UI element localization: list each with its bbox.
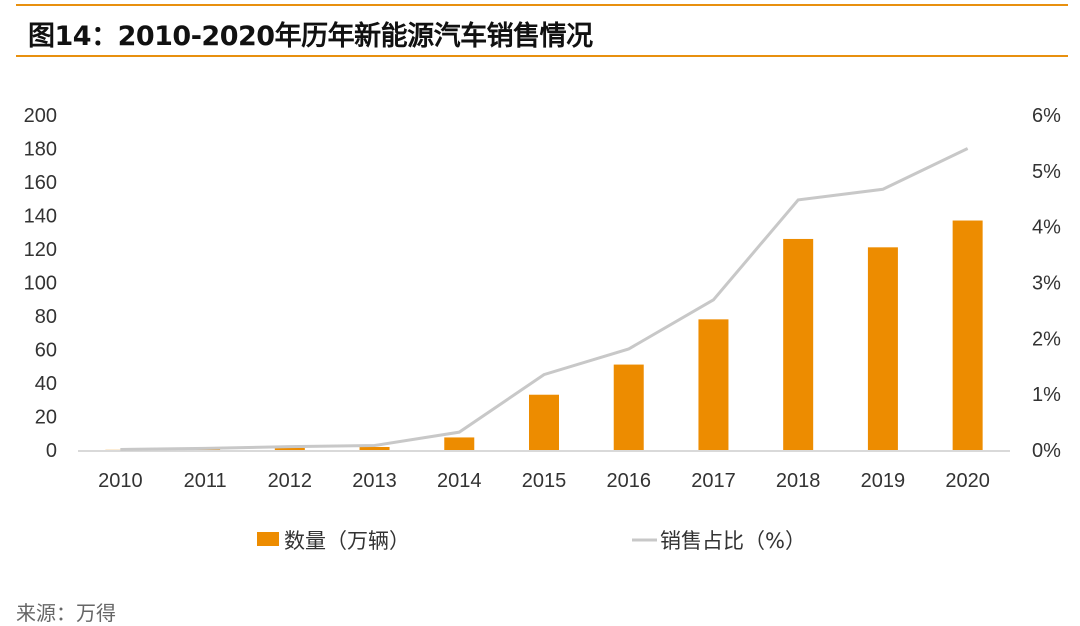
- x-tick-label: 2018: [776, 470, 821, 492]
- y-left-tick-label: 80: [35, 306, 57, 328]
- x-tick-label: 2012: [268, 470, 313, 492]
- x-tick-label: 2010: [98, 470, 143, 492]
- y-left-tick-label: 160: [24, 172, 57, 194]
- bar: [698, 319, 728, 450]
- bar: [953, 221, 983, 450]
- y-right-tick-label: 4%: [1032, 217, 1061, 239]
- y-left-tick-label: 200: [24, 105, 57, 127]
- y-left-tick-label: 100: [24, 273, 57, 295]
- y-left-tick-label: 20: [35, 407, 57, 429]
- x-tick-label: 2020: [945, 470, 990, 492]
- y-right-tick-label: 6%: [1032, 105, 1061, 127]
- y-right-tick-label: 3%: [1032, 273, 1061, 295]
- y-left-tick-label: 120: [24, 239, 57, 261]
- y-right-tick-label: 1%: [1032, 384, 1061, 406]
- source-note: 来源：万得: [16, 597, 116, 626]
- x-tick-label: 2016: [606, 470, 651, 492]
- bar: [783, 239, 813, 450]
- y-right-tick-label: 0%: [1032, 440, 1061, 462]
- legend-bar-label: 数量（万辆）: [284, 529, 410, 553]
- legend-bar-swatch: [257, 532, 279, 546]
- x-tick-label: 2019: [861, 470, 906, 492]
- y-left-tick-label: 60: [35, 340, 57, 362]
- x-tick-label: 2014: [437, 470, 482, 492]
- x-tick-label: 2015: [522, 470, 567, 492]
- y-left-tick-label: 180: [24, 139, 57, 161]
- bar: [868, 247, 898, 450]
- y-right-tick-label: 5%: [1032, 161, 1061, 183]
- y-left-tick-label: 0: [46, 440, 57, 462]
- bar: [614, 365, 644, 450]
- y-right-tick-label: 2%: [1032, 328, 1061, 350]
- y-left-tick-label: 140: [24, 206, 57, 228]
- bar: [360, 447, 390, 450]
- legend-line-label: 销售占比（%）: [660, 529, 806, 553]
- bar: [444, 437, 474, 450]
- x-tick-label: 2013: [352, 470, 397, 492]
- y-left-tick-label: 40: [35, 373, 57, 395]
- bar: [529, 395, 559, 450]
- x-tick-label: 2011: [184, 470, 227, 492]
- x-tick-label: 2017: [691, 470, 736, 492]
